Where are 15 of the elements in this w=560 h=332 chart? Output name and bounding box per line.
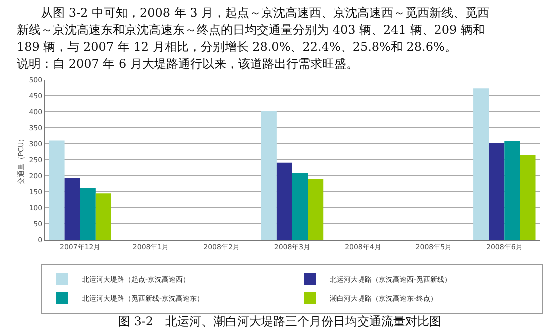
- bar: [489, 143, 505, 240]
- bar: [292, 173, 308, 240]
- bar: [80, 188, 96, 240]
- bar: [520, 155, 536, 240]
- text: 从图 3-2 中可知，2008 年 3 月，起点～京沈高速西、京沈高速西～觅西新线、觅西新线～京沈高速东和京沈高速东～终点的日均交通量分别为 403 辆、241 辆、209 辆和 189 辆，与 2007 年 12 月相比，分别增长 28.0%、22.4%、25.8%和 28.6%。: [17, 6, 490, 54]
- bar: [308, 180, 324, 240]
- bar: [49, 140, 65, 240]
- text: 图 3-2 北运河、潮白河大堤路三个月份日均交通流量对比图: [118, 314, 442, 328]
- text: 说明：自 2007 年 6 月大堤路通行以来，该道路出行需求旺盛。: [17, 57, 358, 71]
- bar: [474, 88, 490, 240]
- bar: [504, 141, 520, 240]
- bar: [96, 194, 112, 240]
- bar: [276, 162, 292, 240]
- bar: [64, 178, 80, 240]
- bar: [261, 111, 277, 240]
